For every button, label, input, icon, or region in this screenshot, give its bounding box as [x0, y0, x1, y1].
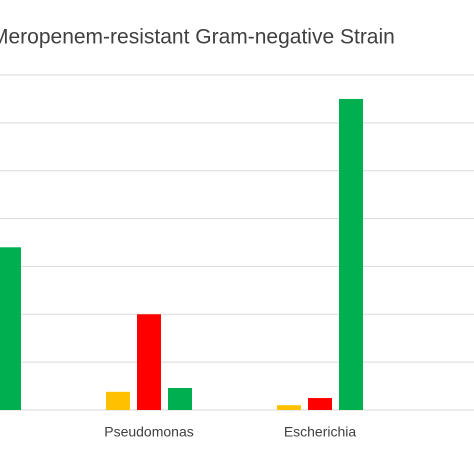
- chart-title: Meropenem-resistant Gram-negative Strain: [0, 26, 395, 49]
- bar: [168, 387, 192, 410]
- x-tick-label: Escherichia: [284, 424, 357, 440]
- bar: [339, 98, 363, 410]
- bar: [308, 398, 332, 410]
- bar: [106, 391, 130, 410]
- bar: [137, 314, 161, 410]
- x-tick-label: Pseudomonas: [104, 424, 194, 440]
- bar: [277, 405, 301, 410]
- bar: [0, 247, 21, 410]
